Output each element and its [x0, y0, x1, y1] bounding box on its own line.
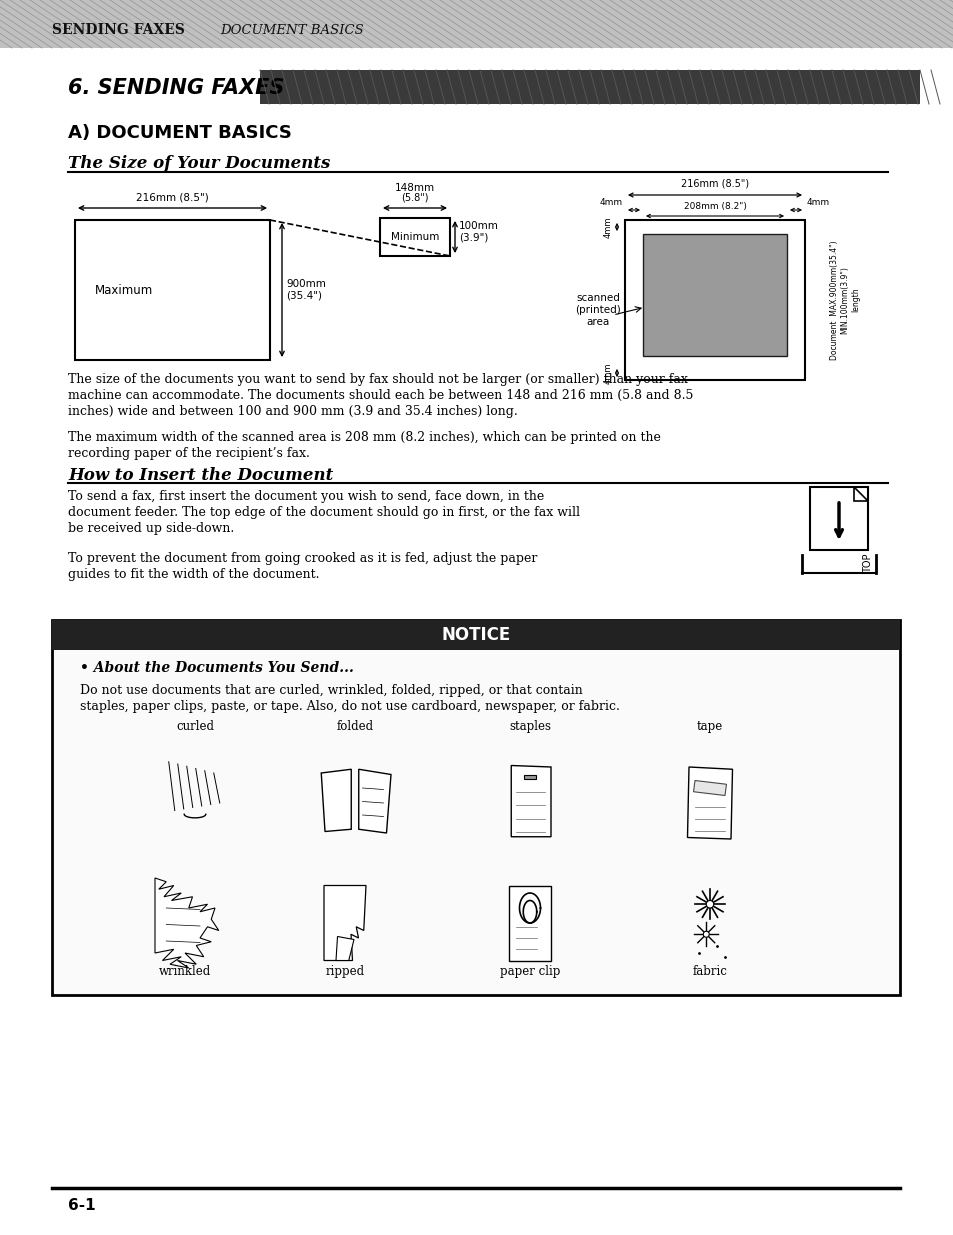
- Text: SENDING FAXES: SENDING FAXES: [52, 23, 185, 37]
- Bar: [809, 487, 867, 550]
- Text: (5.8"): (5.8"): [401, 191, 428, 203]
- Circle shape: [705, 900, 713, 908]
- Polygon shape: [154, 878, 218, 968]
- Text: tape: tape: [696, 720, 722, 734]
- Text: be received up side-down.: be received up side-down.: [68, 522, 234, 535]
- Bar: [260, 70, 919, 104]
- Text: folded: folded: [336, 720, 374, 734]
- Text: 4mm: 4mm: [603, 362, 613, 384]
- Polygon shape: [321, 769, 351, 831]
- Text: inches) wide and between 100 and 900 mm (3.9 and 35.4 inches) long.: inches) wide and between 100 and 900 mm …: [68, 405, 517, 417]
- Polygon shape: [509, 885, 551, 961]
- Text: 216mm (8.5"): 216mm (8.5"): [136, 191, 209, 203]
- Circle shape: [702, 931, 708, 937]
- Text: To send a fax, first insert the document you wish to send, face down, in the: To send a fax, first insert the document…: [68, 490, 543, 503]
- Text: scanned
(printed)
area: scanned (printed) area: [575, 294, 620, 326]
- Text: 4mm: 4mm: [599, 198, 622, 207]
- Text: 4mm: 4mm: [806, 198, 829, 207]
- Text: staples, paper clips, paste, or tape. Also, do not use cardboard, newspaper, or : staples, paper clips, paste, or tape. Al…: [80, 700, 619, 713]
- Text: Do not use documents that are curled, wrinkled, folded, ripped, or that contain: Do not use documents that are curled, wr…: [80, 684, 582, 697]
- Text: 6. SENDING FAXES: 6. SENDING FAXES: [68, 78, 284, 98]
- Text: staples: staples: [509, 720, 551, 734]
- Polygon shape: [511, 766, 551, 837]
- Text: 4mm: 4mm: [603, 216, 613, 238]
- Text: The size of the documents you want to send by fax should not be larger (or small: The size of the documents you want to se…: [68, 373, 687, 387]
- Polygon shape: [324, 885, 366, 961]
- Text: Maximum: Maximum: [95, 284, 153, 296]
- Bar: [75, 220, 270, 359]
- Text: 216mm (8.5"): 216mm (8.5"): [680, 179, 748, 189]
- Bar: [52, 620, 899, 995]
- Text: The Size of Your Documents: The Size of Your Documents: [68, 156, 330, 173]
- Text: A) DOCUMENT BASICS: A) DOCUMENT BASICS: [68, 124, 292, 142]
- Text: Minimum: Minimum: [391, 232, 438, 242]
- Text: 6-1: 6-1: [68, 1198, 95, 1213]
- Text: To prevent the document from going crooked as it is fed, adjust the paper: To prevent the document from going crook…: [68, 552, 537, 564]
- Text: 148mm: 148mm: [395, 183, 435, 193]
- Text: fabric: fabric: [692, 965, 727, 978]
- Text: wrinkled: wrinkled: [159, 965, 211, 978]
- Text: curled: curled: [175, 720, 213, 734]
- Text: paper clip: paper clip: [499, 965, 559, 978]
- Text: document feeder. The top edge of the document should go in first, or the fax wil: document feeder. The top edge of the doc…: [68, 506, 579, 519]
- Bar: [52, 620, 899, 650]
- Bar: [624, 220, 804, 380]
- Polygon shape: [853, 487, 867, 501]
- Polygon shape: [693, 781, 726, 795]
- Text: • About the Documents You Send...: • About the Documents You Send...: [80, 661, 354, 676]
- Bar: [379, 219, 450, 256]
- Text: guides to fit the width of the document.: guides to fit the width of the document.: [68, 568, 319, 580]
- Text: recording paper of the recipient’s fax.: recording paper of the recipient’s fax.: [68, 447, 310, 459]
- Text: ripped: ripped: [325, 965, 364, 978]
- Text: 208mm (8.2"): 208mm (8.2"): [683, 203, 745, 211]
- Text: 100mm
(3.9"): 100mm (3.9"): [458, 221, 498, 243]
- Text: 900mm
(35.4"): 900mm (35.4"): [286, 279, 326, 301]
- Polygon shape: [335, 936, 354, 961]
- Bar: [642, 233, 786, 356]
- Text: DOCUMENT BASICS: DOCUMENT BASICS: [220, 23, 363, 37]
- Text: Document  MAX.900mm(35.4")
MIN.100mm(3.9")
length: Document MAX.900mm(35.4") MIN.100mm(3.9"…: [829, 240, 859, 359]
- Text: How to Insert the Document: How to Insert the Document: [68, 467, 333, 483]
- Bar: [0, 0, 953, 48]
- Polygon shape: [687, 767, 732, 839]
- Text: NOTICE: NOTICE: [441, 626, 510, 643]
- Text: TOP: TOP: [862, 553, 872, 573]
- Bar: [523, 774, 536, 779]
- Polygon shape: [358, 769, 391, 832]
- Text: machine can accommodate. The documents should each be between 148 and 216 mm (5.: machine can accommodate. The documents s…: [68, 389, 693, 403]
- Text: The maximum width of the scanned area is 208 mm (8.2 inches), which can be print: The maximum width of the scanned area is…: [68, 431, 660, 445]
